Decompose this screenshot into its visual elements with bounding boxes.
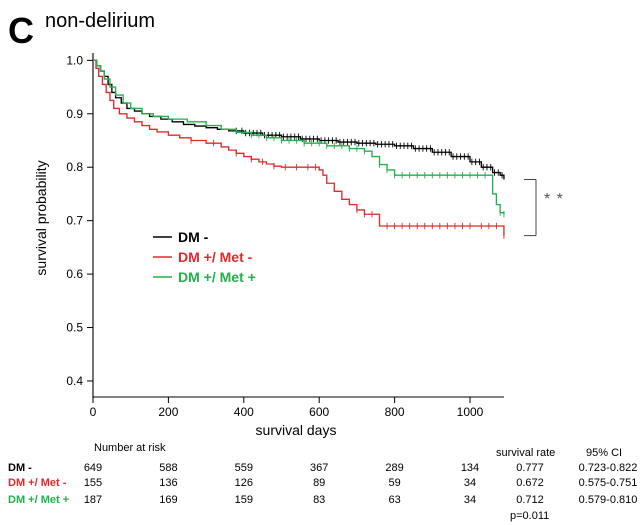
x-tick-label: 400 bbox=[234, 405, 254, 419]
confidence-interval-cell: 0.579-0.810 bbox=[579, 494, 638, 506]
risk-count-cell: 89 bbox=[313, 477, 325, 489]
risk-table-title: Number at risk bbox=[94, 442, 166, 454]
legend-label-2: DM +/ Met - bbox=[178, 249, 253, 265]
significance-stars: * * bbox=[544, 191, 564, 208]
risk-count-cell: 155 bbox=[84, 477, 102, 489]
survival-rate-cell: 0.672 bbox=[516, 477, 544, 489]
risk-count-cell: 169 bbox=[159, 494, 177, 506]
legend-label-1: DM - bbox=[178, 229, 209, 245]
risk-count-cell: 136 bbox=[159, 477, 177, 489]
panel-letter: C bbox=[8, 10, 34, 51]
x-tick-label: 1000 bbox=[457, 405, 484, 419]
x-tick-label: 800 bbox=[385, 405, 405, 419]
y-tick-label: 1.0 bbox=[66, 53, 83, 67]
y-axis-title: survival probability bbox=[33, 160, 49, 275]
risk-count-cell: 187 bbox=[84, 494, 102, 506]
x-tick-label: 200 bbox=[158, 405, 178, 419]
risk-count-cell: 34 bbox=[464, 477, 476, 489]
y-tick-label: 0.8 bbox=[66, 160, 83, 174]
y-tick-label: 0.9 bbox=[66, 107, 83, 121]
risk-count-cell: 289 bbox=[385, 462, 403, 474]
risk-group-label-3: DM +/ Met + bbox=[8, 494, 69, 506]
risk-count-cell: 34 bbox=[464, 494, 476, 506]
risk-count-cell: 159 bbox=[235, 494, 253, 506]
significance-bracket bbox=[524, 179, 537, 237]
confidence-interval-cell: 0.575-0.751 bbox=[579, 477, 638, 489]
risk-count-cell: 649 bbox=[84, 462, 102, 474]
risk-table: DM - 649 588 559 367 289 134 0.777 0.723-0.822 DM… bbox=[8, 462, 637, 506]
risk-count-cell: 59 bbox=[388, 477, 400, 489]
legend-label-3: DM +/ Met + bbox=[178, 269, 256, 285]
risk-count-cell: 126 bbox=[235, 477, 253, 489]
risk-count-cell: 63 bbox=[388, 494, 400, 506]
risk-count-cell: 134 bbox=[461, 462, 479, 474]
risk-count-cell: 559 bbox=[235, 462, 253, 474]
x-tick-label: 0 bbox=[90, 405, 97, 419]
x-axis-title: survival days bbox=[256, 422, 337, 438]
confidence-interval-header: 95% CI bbox=[586, 447, 622, 459]
panel-title: non-delirium bbox=[45, 10, 155, 32]
survival-line-1 bbox=[93, 59, 505, 180]
x-tick-label: 600 bbox=[309, 405, 329, 419]
p-value: p=0.011 bbox=[510, 510, 549, 522]
plot-area: 0.4 0.5 0.6 0.7 0.8 0.9 1.0 0 200 400 600 800 1000 bbox=[66, 53, 505, 419]
survival-line-2 bbox=[93, 59, 505, 236]
confidence-interval-cell: 0.723-0.822 bbox=[579, 462, 638, 474]
risk-count-cell: 83 bbox=[313, 494, 325, 506]
survival-rate-header: survival rate bbox=[496, 447, 555, 459]
survival-rate-cell: 0.777 bbox=[516, 462, 544, 474]
risk-count-cell: 588 bbox=[159, 462, 177, 474]
y-tick-label: 0.7 bbox=[66, 214, 83, 228]
survival-rate-cell: 0.712 bbox=[516, 494, 544, 506]
y-tick-label: 0.6 bbox=[66, 267, 83, 281]
legend: DM - DM +/ Met - DM +/ Met + bbox=[153, 229, 256, 285]
y-tick-label: 0.4 bbox=[66, 374, 83, 388]
risk-group-label-1: DM - bbox=[8, 462, 32, 474]
y-tick-label: 0.5 bbox=[66, 321, 83, 335]
risk-count-cell: 367 bbox=[310, 462, 328, 474]
risk-group-label-2: DM +/ Met - bbox=[8, 477, 67, 489]
